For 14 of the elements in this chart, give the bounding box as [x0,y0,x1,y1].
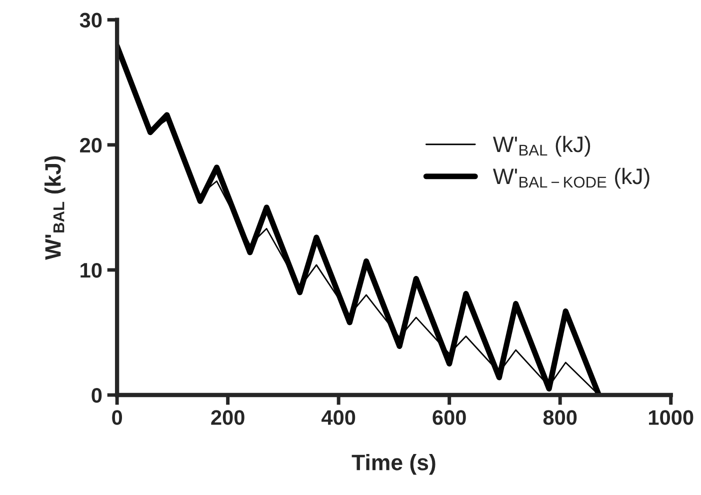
legend-label: W'$_{BAL−KODE}$ (kJ) [492,168,650,189]
legend-label: W'$_{BAL}$ (kJ) [492,136,590,157]
x-tick-label: 400 [322,410,356,425]
x-tick-label: 600 [432,410,466,425]
x-axis-title: Time (s) [352,454,436,475]
y-tick-label: 10 [80,262,102,278]
x-tick-label: 1000 [649,410,694,425]
y-tick-label: 0 [92,388,102,403]
y-tick-label: 30 [80,12,102,28]
x-tick-label: 0 [112,410,122,425]
x-tick-label: 800 [543,410,577,425]
y-axis-title: W'$_{BAL}$ (kJ) [44,156,66,260]
y-tick-label: 20 [80,138,102,153]
x-tick-label: 200 [211,410,244,425]
